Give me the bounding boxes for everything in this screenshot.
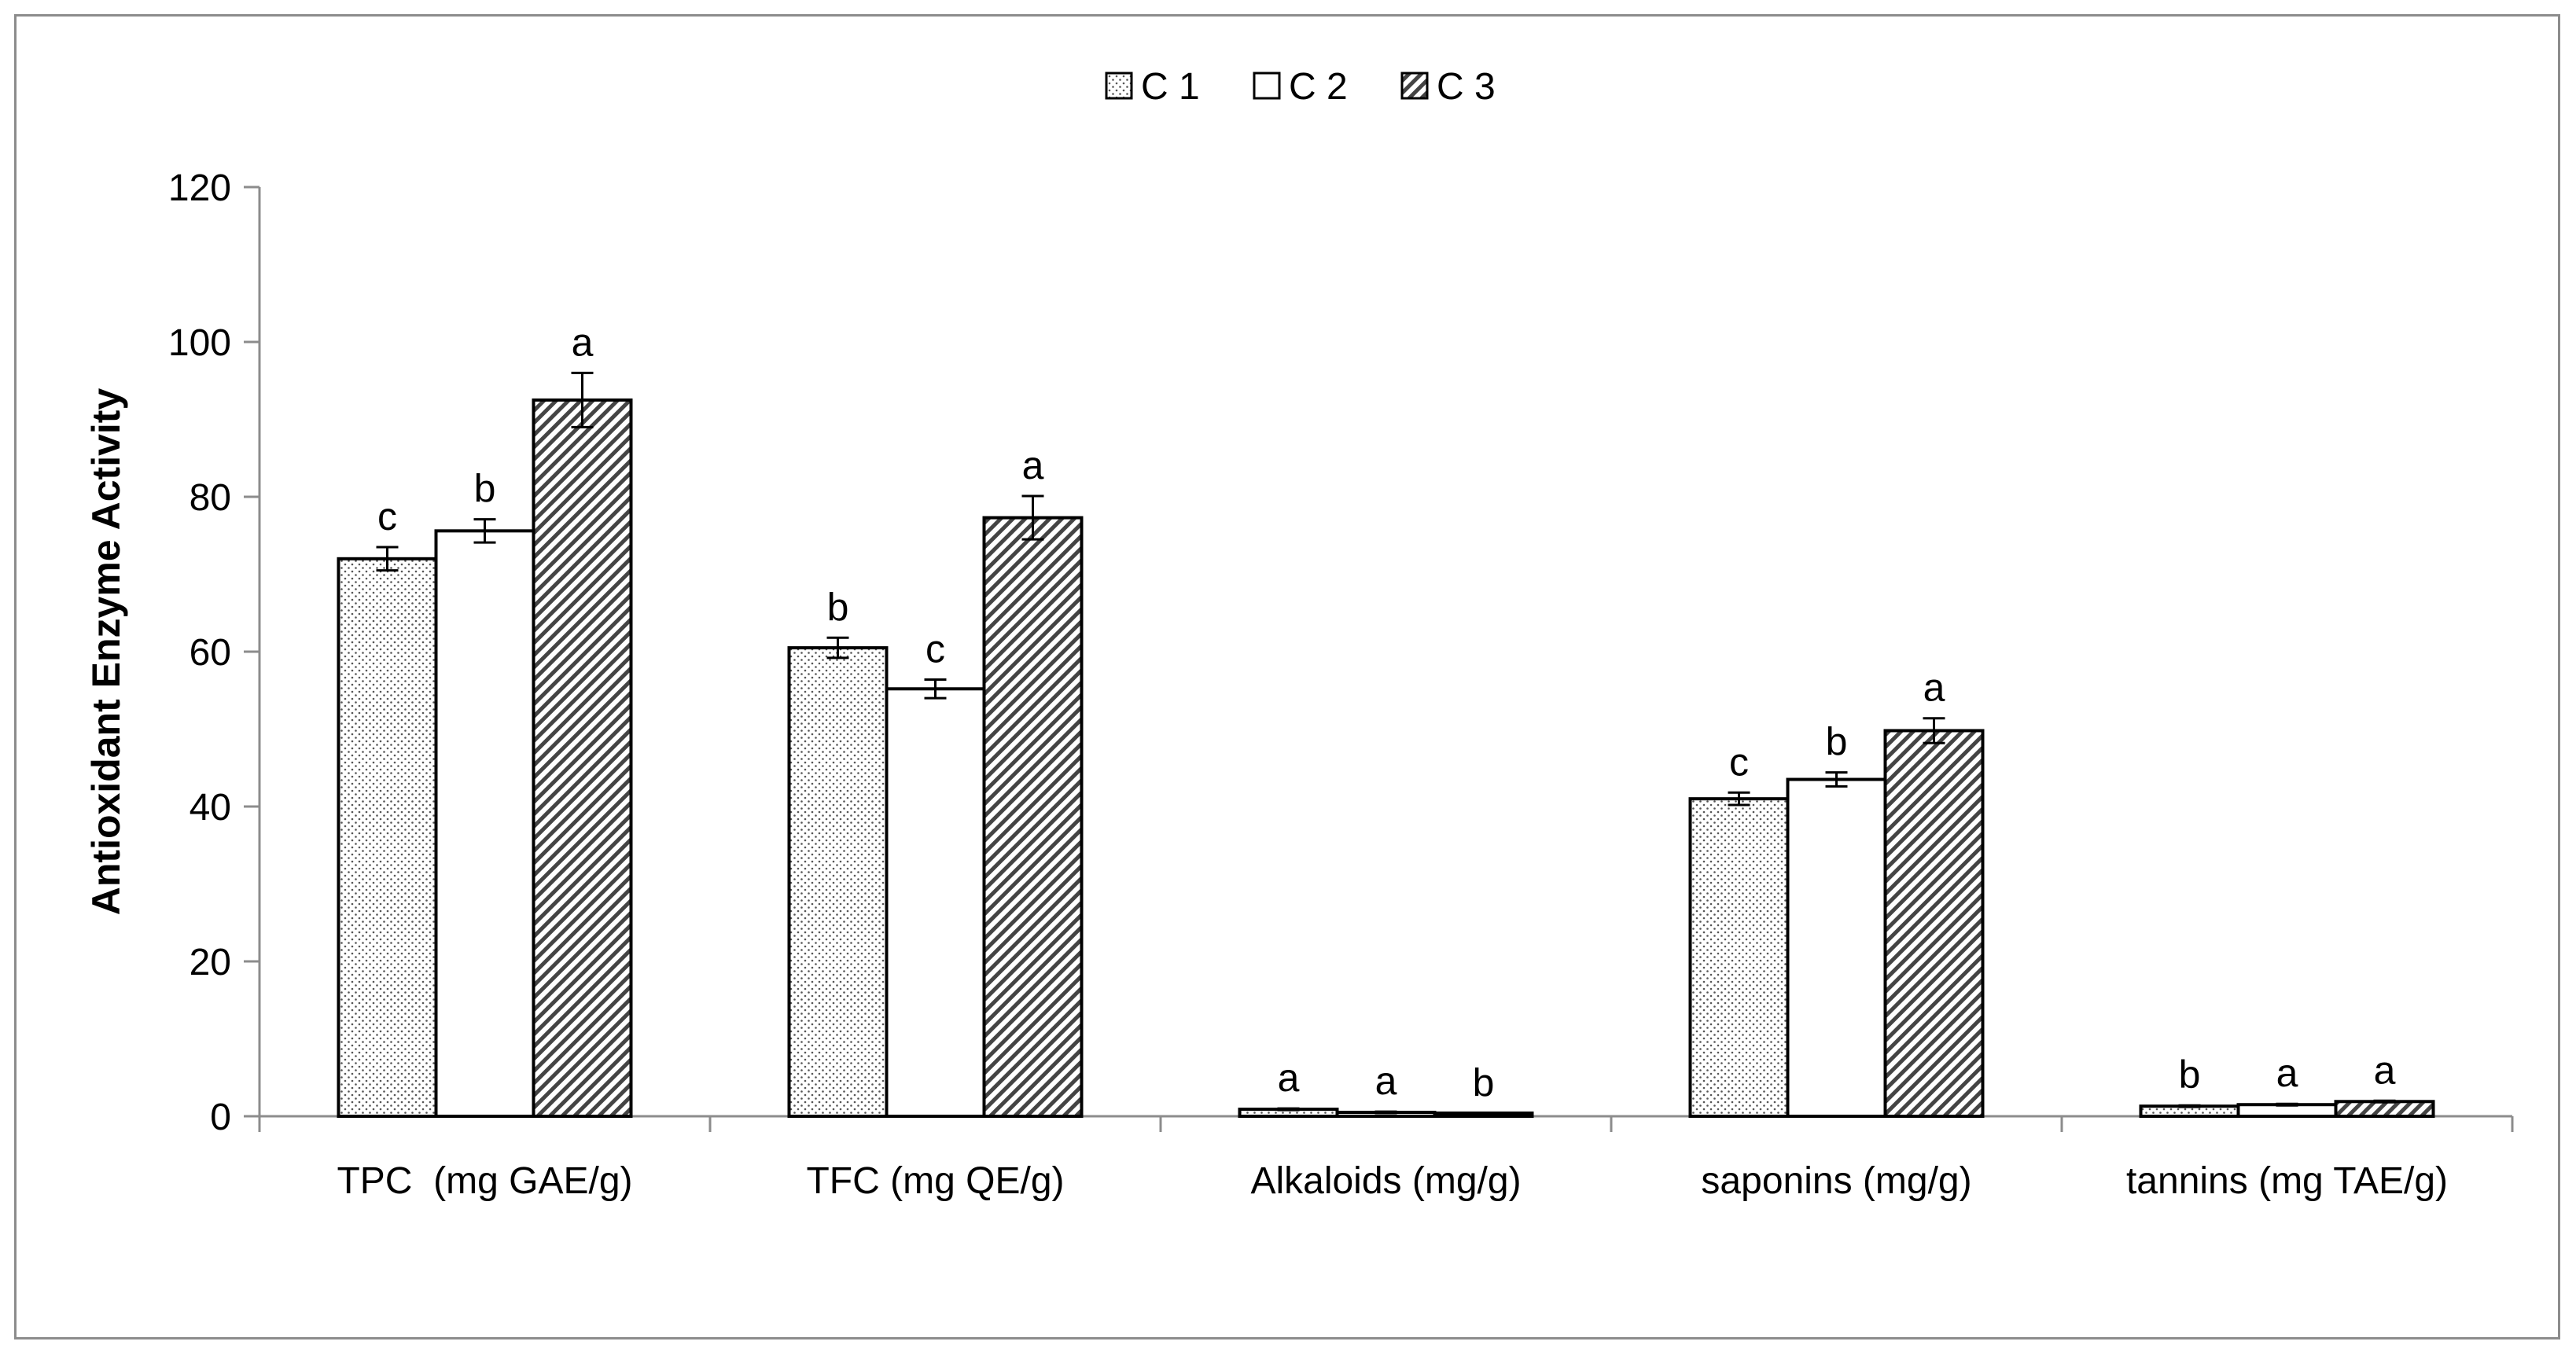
bar <box>532 398 633 1118</box>
y-tick-label: 40 <box>190 787 231 829</box>
bar <box>434 529 535 1118</box>
y-axis-title: Antioxidant Enzyme Activity <box>84 388 128 916</box>
significance-label: a <box>1022 443 1044 487</box>
significance-label: c <box>377 494 397 538</box>
significance-label: a <box>2276 1051 2298 1095</box>
x-category-label: TPC (mg GAE/g) <box>337 1160 632 1202</box>
y-tick-label: 80 <box>190 477 231 519</box>
y-tick-label: 60 <box>190 632 231 674</box>
legend-label: C 1 <box>1141 66 1200 108</box>
legend-swatch <box>1253 72 1281 100</box>
bar <box>982 516 1084 1118</box>
x-category-label: tannins (mg TAE/g) <box>2126 1160 2448 1202</box>
legend-swatch <box>1400 72 1429 100</box>
legend-swatch <box>1105 72 1133 100</box>
bar <box>1786 777 1887 1119</box>
significance-label: b <box>2179 1053 2201 1097</box>
bar <box>787 646 889 1118</box>
significance-label: a <box>1278 1056 1300 1100</box>
significance-label: b <box>1473 1061 1495 1105</box>
x-axis: TPC (mg GAE/g) TFC (mg QE/g) Alkaloids (mg… <box>258 1115 2514 1202</box>
significance-label: a <box>2374 1048 2396 1092</box>
bar <box>1883 729 1985 1118</box>
legend-label: C 3 <box>1437 66 1496 108</box>
bar <box>885 687 986 1118</box>
bar <box>1688 797 1790 1119</box>
x-category-label: saponins (mg/g) <box>1701 1160 1971 1202</box>
significance-label: c <box>926 627 945 671</box>
significance-label: a <box>1375 1059 1397 1103</box>
y-tick-label: 0 <box>210 1097 231 1138</box>
legend: C 1 C 2 C 3 <box>1105 66 1496 108</box>
significance-label: b <box>827 585 849 629</box>
x-category-label: TFC (mg QE/g) <box>806 1160 1064 1202</box>
significance-label: a <box>1923 666 1945 710</box>
y-tick-label: 100 <box>168 322 231 364</box>
significance-label: b <box>1826 720 1848 764</box>
significance-label: c <box>1729 740 1749 784</box>
legend-label: C 2 <box>1289 66 1348 108</box>
x-category-label: Alkaloids (mg/g) <box>1250 1160 1521 1202</box>
significance-label: a <box>572 320 594 364</box>
y-axis: 0 20 40 60 80 100 120 <box>168 167 261 1138</box>
bar <box>337 557 438 1118</box>
y-tick-label: 20 <box>190 942 231 983</box>
significance-label: b <box>474 467 496 511</box>
bars: c b a b c a a a b c b a b a a <box>337 320 2435 1119</box>
y-tick-label: 120 <box>168 167 231 209</box>
bar <box>2334 1100 2435 1119</box>
